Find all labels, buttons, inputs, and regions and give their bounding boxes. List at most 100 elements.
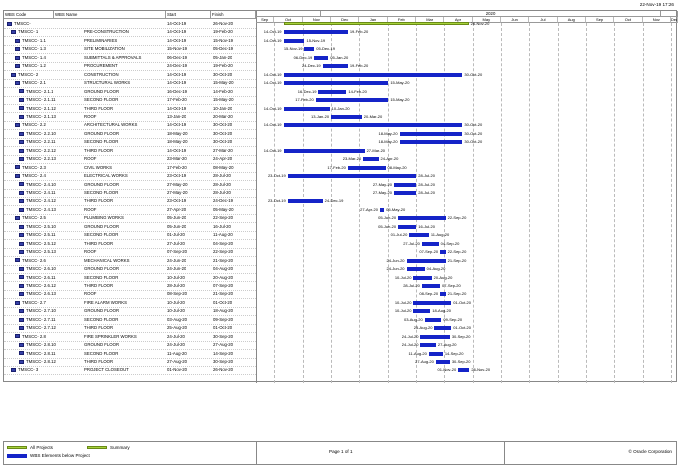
row-name[interactable]: PRE-CONSTRUCTION [84,29,129,35]
row-name[interactable]: CONSTRUCTION [84,71,119,77]
row-name[interactable]: PROJECT CLOSEOUT [84,367,129,373]
row-code[interactable]: TMSCC- 2.5.12 [26,240,56,246]
row-name[interactable]: ROOF [84,113,97,119]
gantt-bar[interactable] [440,292,446,297]
gantt-bar[interactable] [413,300,452,305]
row-name[interactable]: PROCUREMENT [84,63,118,69]
row-code[interactable]: TMSCC- 2.3 [22,164,46,170]
row-name[interactable]: SITE MOBILIZATION [84,46,125,52]
row-code[interactable]: TMSCC- 2.8.12 [26,359,56,364]
gantt-bar[interactable] [399,140,463,145]
row-code[interactable]: TMSCC- 2.5.11 [26,232,56,238]
gantt-bar[interactable] [440,250,446,255]
row-code[interactable]: TMSCC- 2.4.11 [26,190,56,195]
gantt-bar[interactable] [347,165,386,170]
gantt-bar[interactable] [315,98,389,103]
row-name[interactable]: FIRE SPRINKLER WORKS [84,333,137,339]
row-code[interactable]: TMSCC- 2.1.11 [26,97,56,103]
row-name[interactable]: GROUND FLOOR [84,88,120,94]
col-header-code[interactable]: WBS Code [4,11,54,19]
row-name[interactable]: GROUND FLOOR [84,266,120,272]
col-header-finish[interactable]: Finish [211,11,256,19]
row-code[interactable]: TMSCC- 1.4 [22,54,46,60]
row-name[interactable]: ROOF [84,206,97,212]
row-name[interactable]: GROUND FLOOR [84,181,120,187]
gantt-bar[interactable] [322,64,348,69]
row-name[interactable]: SECOND FLOOR [84,139,119,145]
gantt-bar[interactable] [428,351,443,356]
row-code[interactable]: TMSCC- 2.1.12 [26,105,56,111]
row-name[interactable]: ROOF [84,249,97,255]
row-name[interactable]: SECOND FLOOR [84,274,119,280]
row-code[interactable]: TMSCC- 2.2.10 [26,130,56,136]
gantt-bar[interactable] [314,55,329,60]
row-name[interactable]: CIVIL WORKS [84,164,113,170]
gantt-bar[interactable] [435,360,450,364]
gantt-bar[interactable] [421,241,439,246]
row-code[interactable]: TMSCC- 2.4.12 [26,198,56,204]
gantt-bar[interactable] [421,283,441,288]
gantt-bar[interactable] [434,326,452,331]
row-name[interactable]: ELECTRICAL WORKS [84,173,128,179]
gantt-bar[interactable] [399,131,463,136]
row-name[interactable]: GROUND FLOOR [84,308,120,314]
col-header-start[interactable]: Start [166,11,211,19]
row-code[interactable]: TMSCC- 2.8 [22,333,46,339]
row-name[interactable]: GROUND FLOOR [84,130,120,136]
gantt-bar[interactable] [318,89,347,94]
gantt-bar[interactable] [458,368,470,373]
row-code[interactable]: TMSCC- 2.4.10 [26,181,56,187]
row-name[interactable]: ROOF [84,291,97,297]
gantt-bar[interactable] [393,191,417,195]
row-code[interactable]: TMSCC- 2.2 [22,122,46,128]
row-code[interactable]: TMSCC- 2.1 [22,80,46,86]
gantt-bar[interactable] [424,317,442,322]
project-summary-bar[interactable] [283,22,469,25]
gantt-bar[interactable] [393,182,417,187]
gantt-bar[interactable] [283,123,463,128]
row-name[interactable]: THIRD FLOOR [84,147,114,153]
gantt-bar[interactable] [398,224,417,229]
row-name[interactable]: MECHANICAL WORKS [84,257,130,263]
gantt-bar[interactable] [406,258,446,263]
row-name[interactable]: THIRD FLOOR [84,240,114,246]
row-code[interactable]: TMSCC- 2.6 [22,257,46,263]
row-name[interactable]: THIRD FLOOR [84,359,114,364]
row-code[interactable]: TMSCC- 2.5.10 [26,223,56,229]
row-name[interactable]: GROUND FLOOR [84,223,120,229]
row-code[interactable]: TMSCC- 2.1.1 [26,88,54,94]
row-name[interactable]: SECOND FLOOR [84,97,119,103]
row-code[interactable]: TMSCC- 3 [18,367,39,373]
gantt-bar[interactable] [413,275,432,280]
row-code[interactable]: TMSCC- 1.1 [22,37,46,43]
row-code[interactable]: TMSCC- 1.2 [22,63,46,69]
gantt-bar[interactable] [287,199,323,204]
gantt-bar[interactable] [379,207,385,212]
gantt-bar[interactable] [283,30,348,35]
row-name[interactable]: GROUND FLOOR [84,342,120,348]
gantt-bar[interactable] [406,267,425,272]
row-name[interactable]: THIRD FLOOR [84,282,114,288]
row-code[interactable]: TMSCC- 1 [18,29,39,35]
row-code[interactable]: TMSCC- 2.1.13 [26,113,56,119]
row-code[interactable]: TMSCC- 2.2.13 [26,156,56,162]
row-code[interactable]: TMSCC- 2.2.12 [26,147,56,153]
row-code[interactable]: TMSCC- 2.4 [22,173,46,179]
row-name[interactable]: FIRE ALARM WORKS [84,299,127,305]
gantt-bar[interactable] [409,233,429,238]
gantt-bar[interactable] [283,38,305,43]
row-name[interactable]: PLUMBING WORKS [84,215,124,221]
row-name[interactable]: SECOND FLOOR [84,232,119,238]
row-code[interactable]: TMSCC- 2.8.11 [26,350,56,356]
row-code[interactable]: TMSCC- 2.6.10 [26,266,56,272]
row-code[interactable]: TMSCC- 2.4.13 [26,206,56,212]
row-name[interactable]: ARCHITECTURAL WORKS [84,122,138,128]
row-code[interactable]: TMSCC- 2.7.11 [26,316,56,322]
gantt-bar[interactable] [304,47,315,52]
row-name[interactable]: STRUCTURAL WORKS [84,80,131,86]
row-name[interactable]: ROOF [84,156,97,162]
row-code[interactable]: TMSCC- [14,21,31,26]
gantt-bar[interactable] [413,309,431,314]
col-header-name[interactable]: WBS Name [54,11,166,19]
row-code[interactable]: TMSCC- 2.7.10 [26,308,56,314]
